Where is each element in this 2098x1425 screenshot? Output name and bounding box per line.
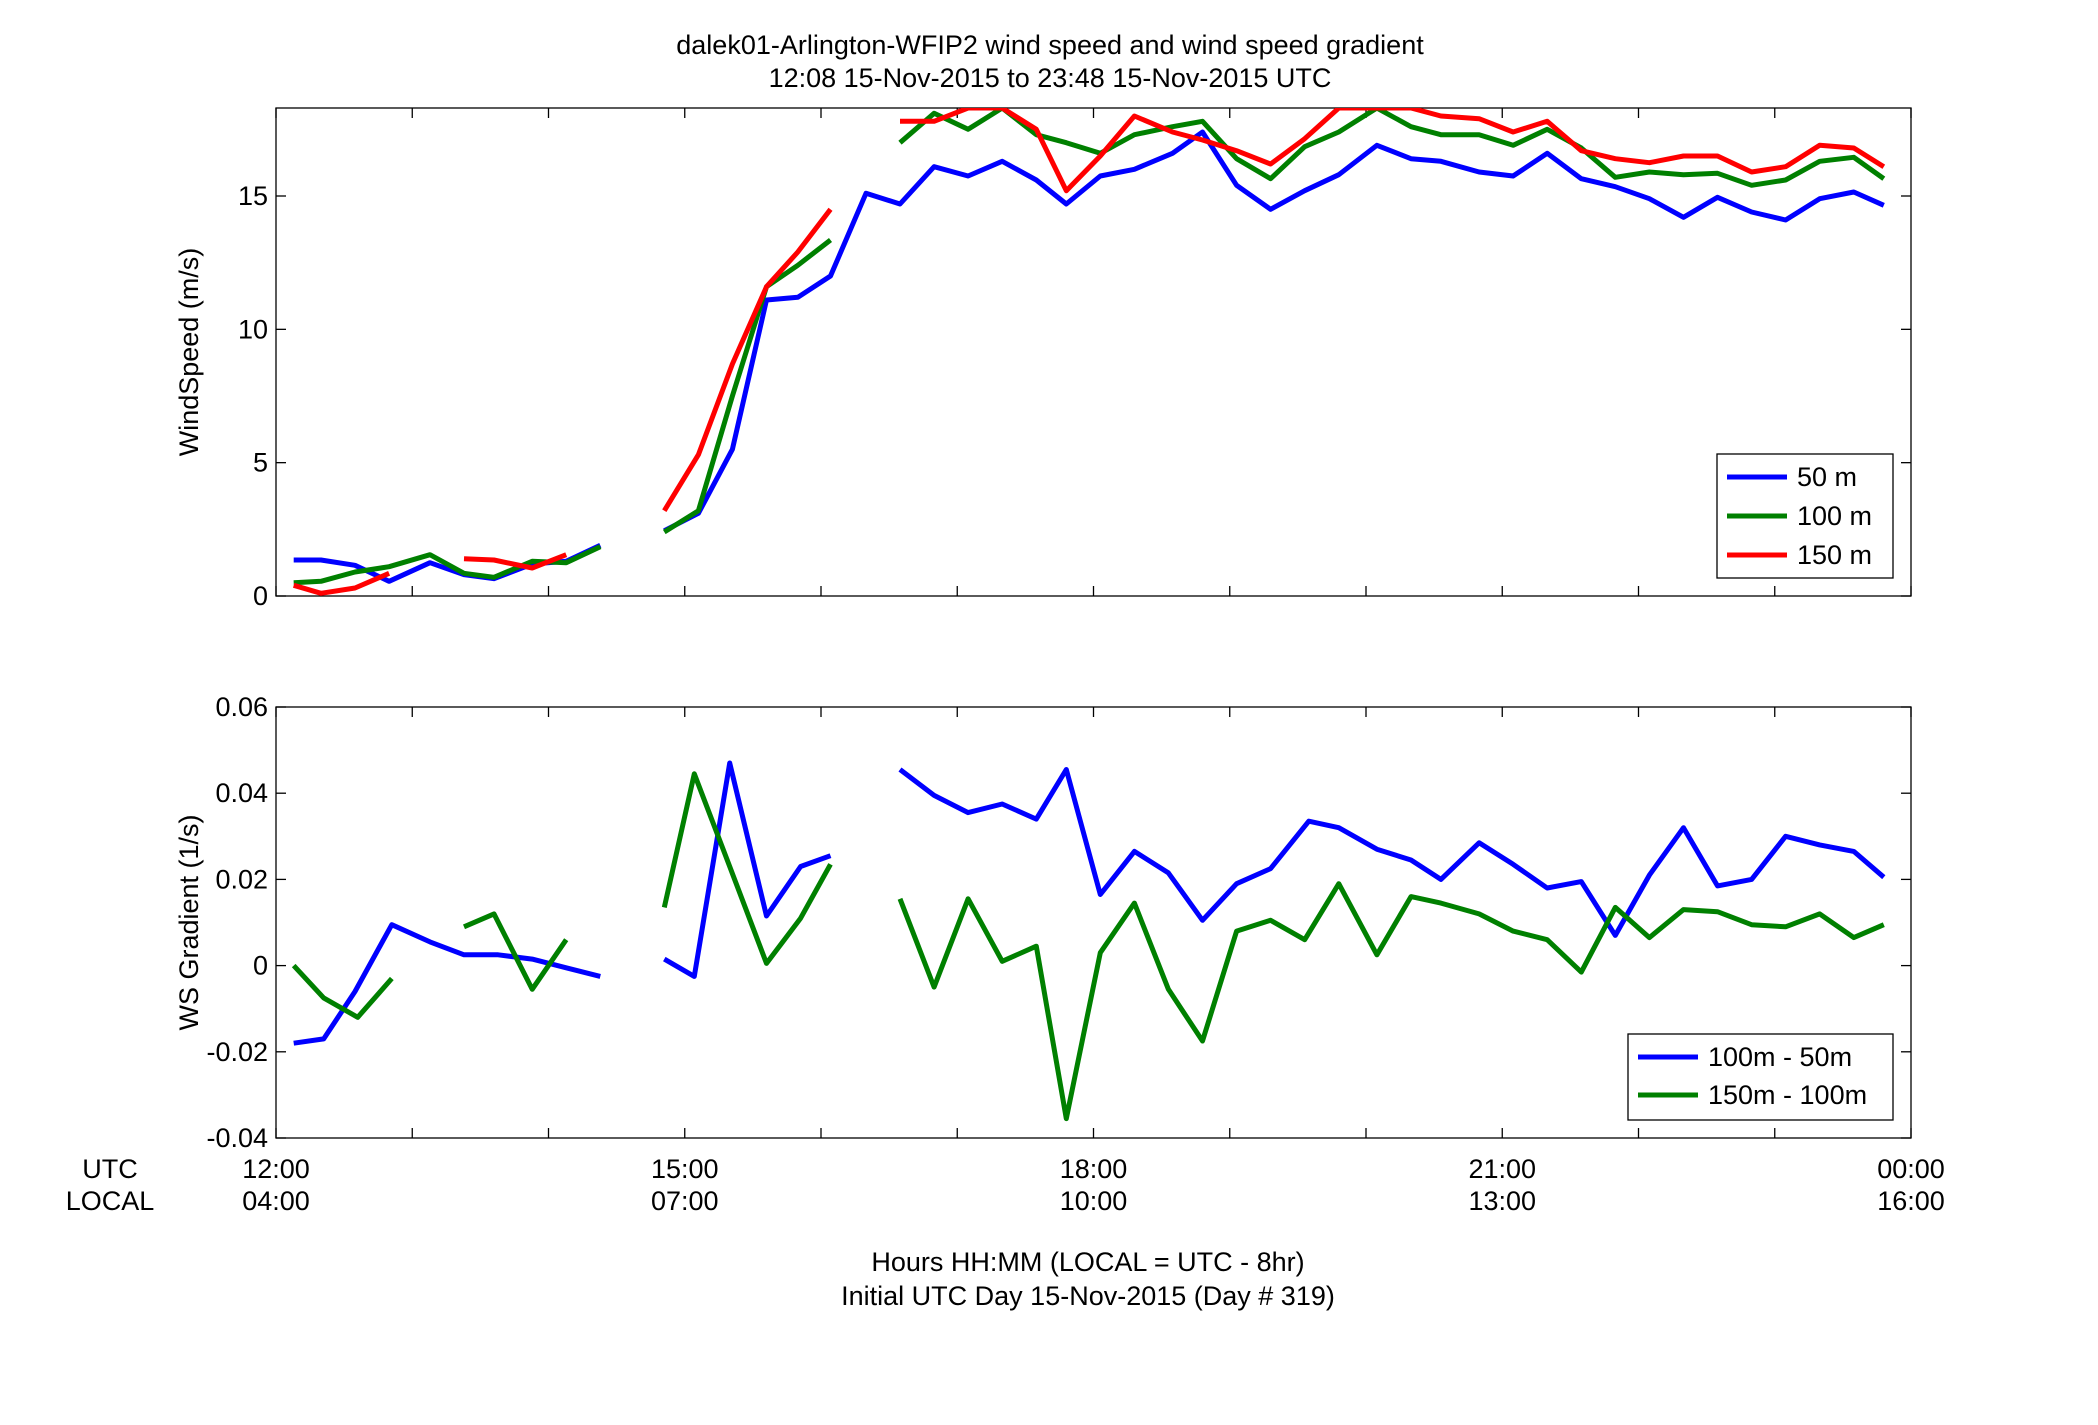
- y-axis-label: WindSpeed (m/s): [174, 248, 204, 457]
- chart-title-line1: dalek01-Arlington-WFIP2 wind speed and w…: [676, 30, 1424, 60]
- series-line: [663, 129, 1885, 533]
- x-tick-label-utc: 18:00: [1060, 1154, 1128, 1184]
- local-row-label: LOCAL: [66, 1186, 155, 1216]
- x-tick-label-utc: 00:00: [1877, 1154, 1945, 1184]
- x-tick-label-local: 04:00: [242, 1186, 310, 1216]
- y-tick-label: 0.06: [215, 692, 268, 722]
- legend-label: 100 m: [1797, 501, 1872, 531]
- series-line: [900, 108, 1886, 194]
- y-axis-label: WS Gradient (1/s): [174, 814, 204, 1030]
- windspeed-panel: 0 5 10 15 WindSpeed (m/s) 50 m 100 m 150 m: [174, 107, 1912, 611]
- series-line: [292, 571, 391, 596]
- series-line: [661, 771, 833, 966]
- x-tick-label-utc: 21:00: [1468, 1154, 1536, 1184]
- y-tick-label: -0.04: [206, 1123, 268, 1153]
- series-line: [463, 911, 569, 992]
- series-line: [897, 881, 1885, 1122]
- utc-row-label: UTC: [82, 1154, 138, 1184]
- x-tick-label-utc: 15:00: [651, 1154, 719, 1184]
- x-axis-label-line1: Hours HH:MM (LOCAL = UTC - 8hr): [871, 1247, 1304, 1277]
- x-tick-label-local: 16:00: [1877, 1186, 1945, 1216]
- y-tick-label: 10: [238, 314, 268, 344]
- series-line: [898, 767, 1886, 938]
- series-line: [663, 760, 832, 979]
- series-line: [662, 238, 833, 535]
- legend-box: [1627, 1033, 1894, 1121]
- x-tick-label-local: 13:00: [1468, 1186, 1536, 1216]
- x-tick-label-utc: 12:00: [242, 1154, 310, 1184]
- series-line: [662, 207, 833, 513]
- series-150-m: [292, 108, 1886, 596]
- y-tick-label: 0: [253, 951, 268, 981]
- y-tick-label: 0.04: [215, 778, 268, 808]
- y-tick-label: 0.02: [215, 864, 268, 894]
- series-line: [898, 108, 1886, 188]
- y-tick-label: 5: [253, 448, 268, 478]
- legend-label: 100m - 50m: [1708, 1042, 1852, 1072]
- legend: 100m - 50m 150m - 100m: [1627, 1033, 1894, 1121]
- series-150m-100m: [291, 771, 1885, 1122]
- x-axis-label-line2: Initial UTC Day 15-Nov-2015 (Day # 319): [841, 1281, 1335, 1311]
- x-tick-label-local: 07:00: [651, 1186, 719, 1216]
- x-tick-label-local: 10:00: [1060, 1186, 1128, 1216]
- legend-label: 150 m: [1797, 540, 1872, 570]
- series-line: [463, 552, 568, 571]
- y-tick-label: 0: [253, 581, 268, 611]
- y-tick-label: -0.02: [206, 1037, 268, 1067]
- legend-label: 50 m: [1797, 462, 1857, 492]
- plot-area: [275, 107, 1912, 597]
- series-line: [291, 963, 394, 1020]
- chart-title-line2: 12:08 15-Nov-2015 to 23:48 15-Nov-2015 U…: [769, 63, 1332, 93]
- y-tick-label: 15: [238, 181, 268, 211]
- legend: 50 m 100 m 150 m: [1716, 453, 1894, 579]
- legend-label: 150m - 100m: [1708, 1080, 1867, 1110]
